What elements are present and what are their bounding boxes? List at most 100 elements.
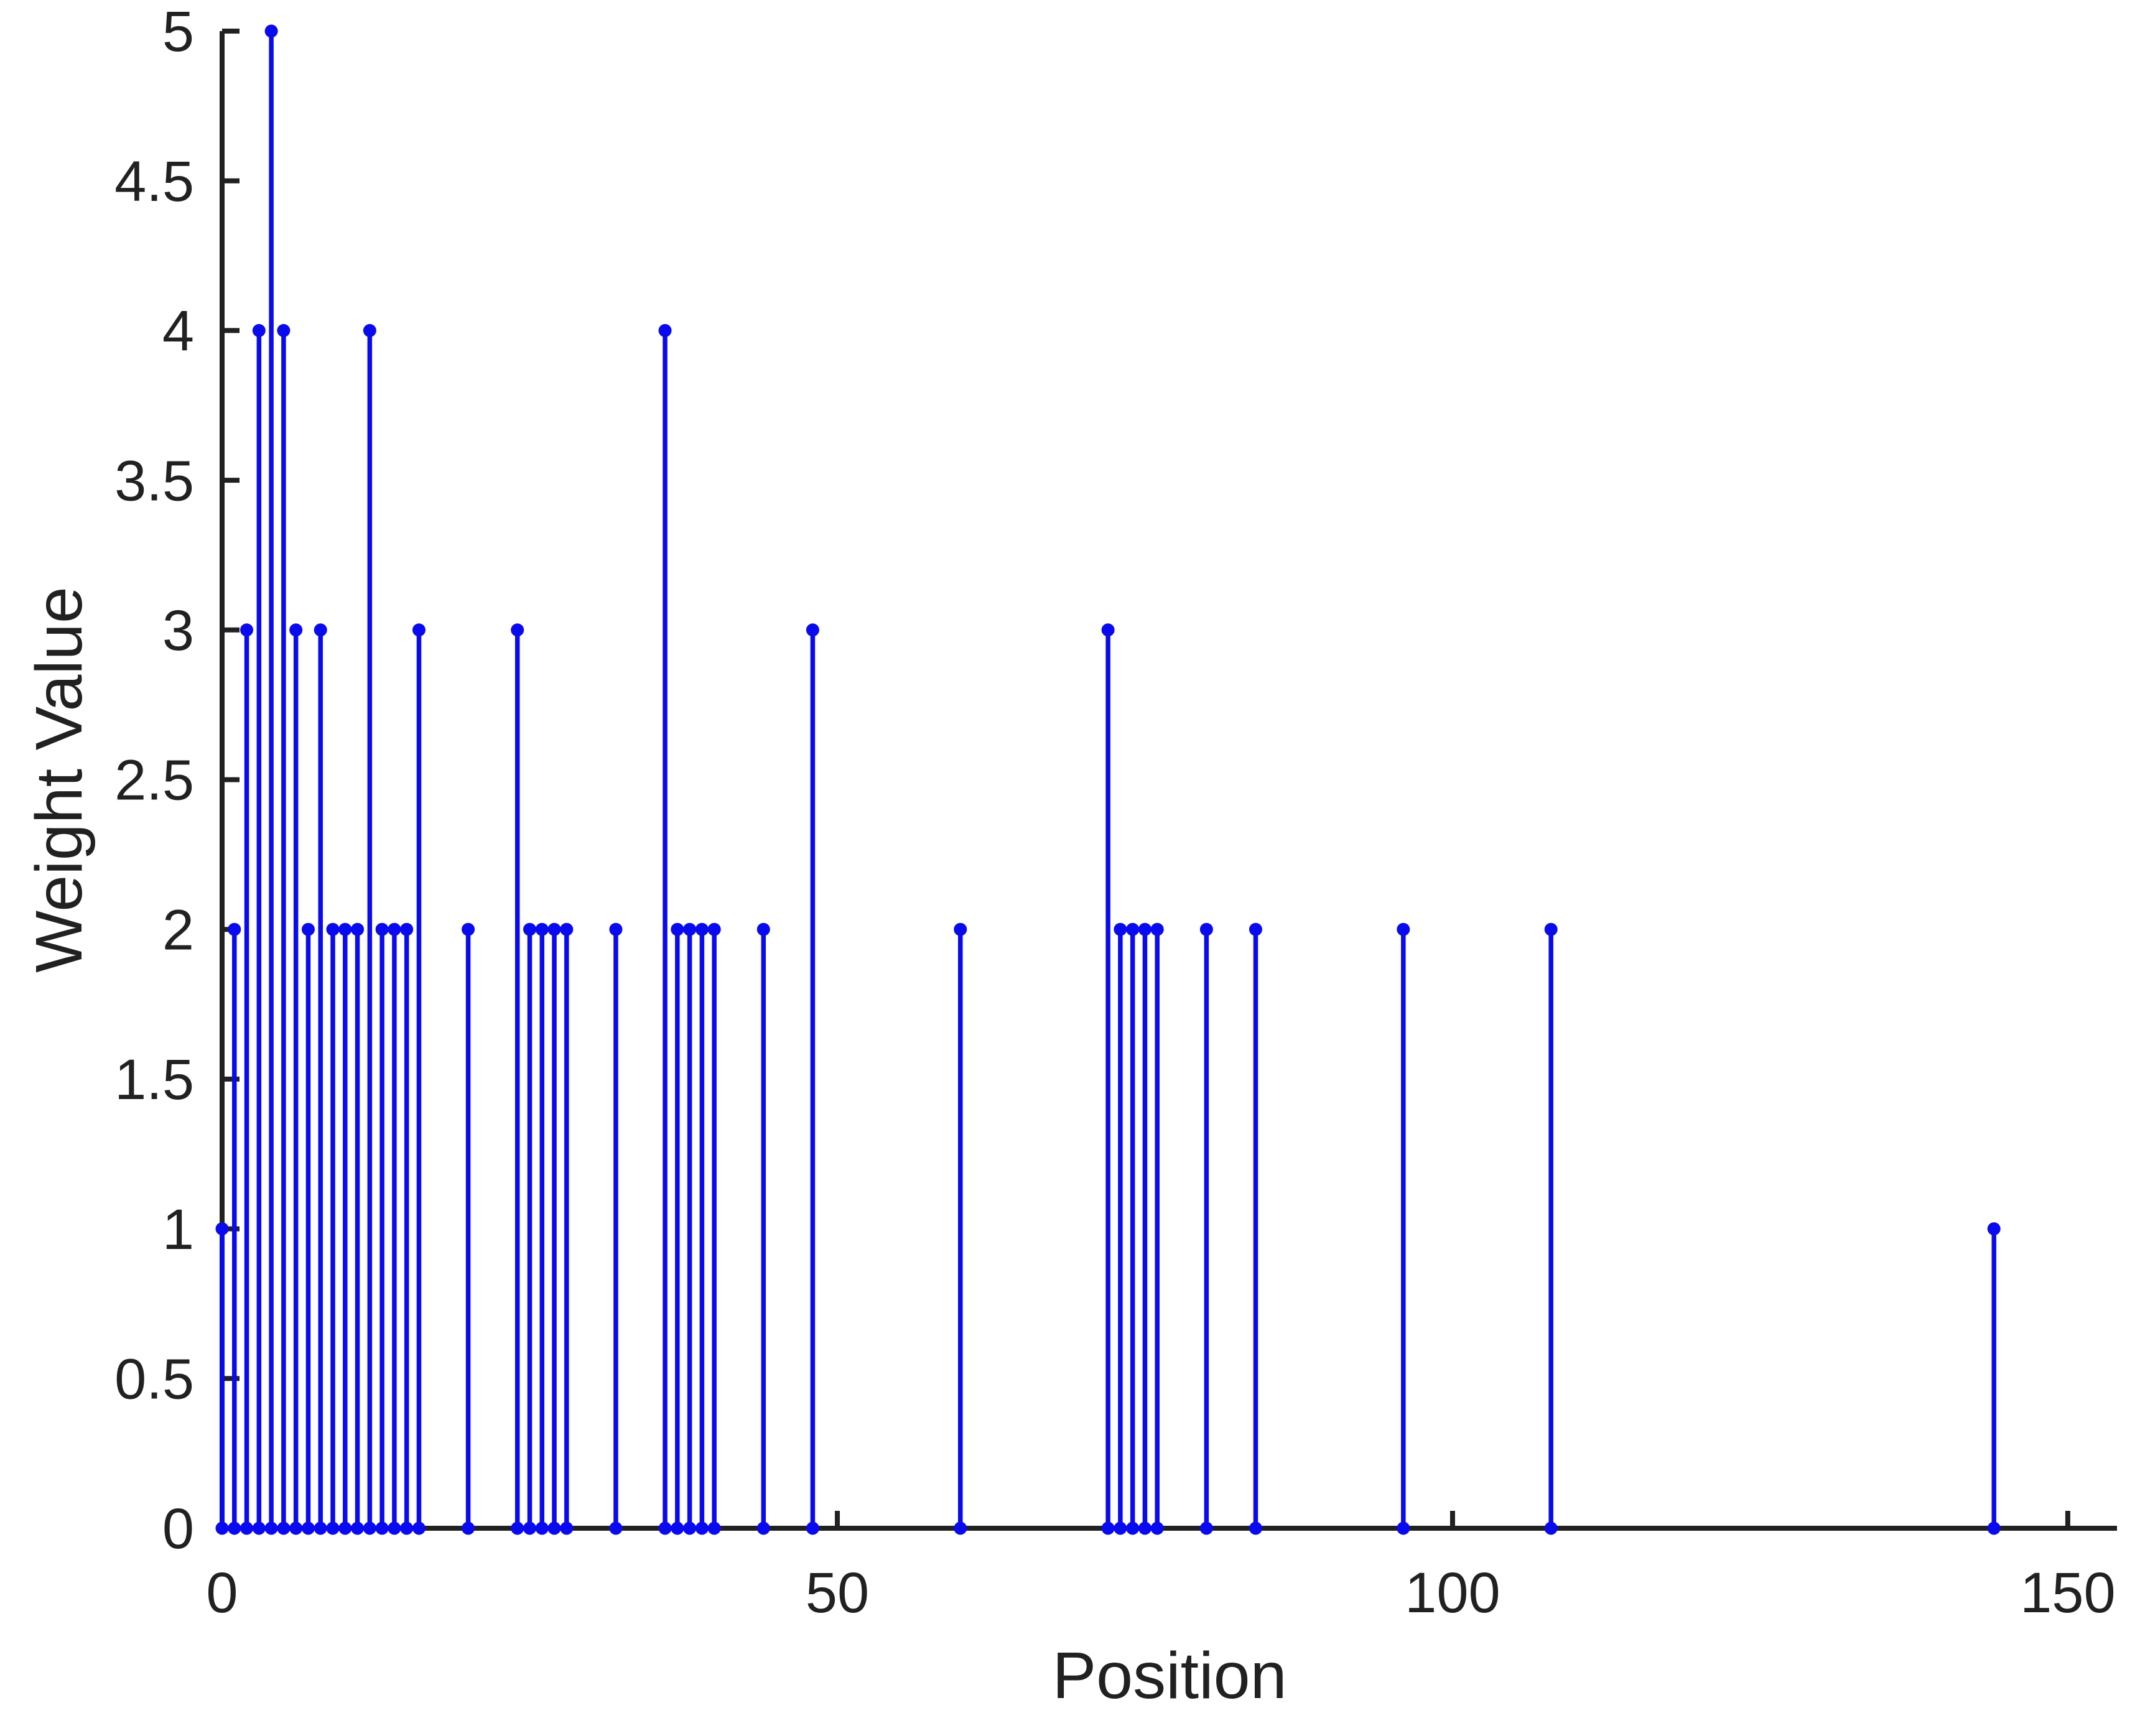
stem	[1397, 922, 1410, 1535]
stem-base-marker	[326, 1521, 340, 1535]
stem	[326, 922, 340, 1535]
stem-marker	[511, 623, 524, 637]
stem-marker	[609, 922, 623, 936]
stem-base-marker	[954, 1521, 967, 1535]
stem-marker	[375, 922, 389, 936]
stem-base-marker	[412, 1521, 426, 1535]
stem-marker	[658, 323, 672, 337]
stem-marker	[756, 922, 770, 936]
stem	[228, 922, 241, 1535]
stem-marker	[1114, 922, 1127, 936]
stem-marker	[1101, 623, 1115, 637]
stem-base-marker	[756, 1521, 770, 1535]
stem-marker	[326, 922, 340, 936]
stem-base-marker	[1126, 1521, 1140, 1535]
stem-base-marker	[523, 1521, 536, 1535]
stem-base-marker	[314, 1521, 327, 1535]
stem-marker	[1138, 922, 1152, 936]
stem	[1138, 922, 1152, 1535]
stem-marker	[1397, 922, 1410, 936]
stem	[511, 623, 524, 1535]
stem-marker	[412, 623, 426, 637]
stem-marker	[1199, 922, 1213, 936]
stem-marker	[707, 922, 721, 936]
stem-base-marker	[695, 1521, 709, 1535]
stem-marker	[252, 323, 266, 337]
stem	[683, 922, 697, 1535]
stem	[609, 922, 623, 1535]
stem	[695, 922, 709, 1535]
stem	[1249, 922, 1262, 1535]
stem-base-marker	[1199, 1521, 1213, 1535]
stem-base-marker	[215, 1521, 229, 1535]
stem-base-marker	[351, 1521, 365, 1535]
stem-marker	[301, 922, 315, 936]
stem	[375, 922, 389, 1535]
stem	[301, 922, 315, 1535]
stem-base-marker	[560, 1521, 574, 1535]
stem-base-marker	[375, 1521, 389, 1535]
stem-base-marker	[388, 1521, 401, 1535]
stem	[707, 922, 721, 1535]
y-tick-label: 1.5	[114, 1048, 194, 1112]
stem-base-marker	[363, 1521, 376, 1535]
stem	[756, 922, 770, 1535]
x-tick-label: 0	[206, 1561, 238, 1625]
stem-marker	[264, 24, 278, 38]
axes-layer	[220, 29, 2117, 1531]
stem-marker	[1150, 922, 1164, 936]
stem-base-marker	[277, 1521, 291, 1535]
stem	[363, 323, 376, 1535]
stem-base-marker	[535, 1521, 549, 1535]
stem	[252, 323, 266, 1535]
stem	[400, 922, 414, 1535]
stem-base-marker	[301, 1521, 315, 1535]
stem-base-marker	[338, 1521, 352, 1535]
stem	[806, 623, 819, 1535]
stem	[264, 24, 278, 1535]
stems-layer	[215, 24, 2001, 1535]
stem-base-marker	[289, 1521, 303, 1535]
stem-marker	[289, 623, 303, 637]
y-tick-label: 0.5	[114, 1348, 194, 1411]
x-tick-label: 50	[806, 1561, 869, 1625]
axis-lines	[220, 31, 2117, 1531]
stem	[240, 623, 254, 1535]
stem-marker	[228, 922, 241, 936]
stem-marker	[462, 922, 475, 936]
stem-base-marker	[511, 1521, 524, 1535]
labels-layer: 00.511.522.533.544.550 50 100 150PositionWe…	[22, 0, 2116, 1712]
stem-marker	[523, 922, 536, 936]
stem-base-marker	[1101, 1521, 1115, 1535]
stem	[1987, 1222, 2001, 1535]
stem-base-marker	[400, 1521, 414, 1535]
y-tick-label: 4	[162, 300, 194, 363]
stem-marker	[1544, 922, 1558, 936]
stem	[523, 922, 536, 1535]
stem-base-marker	[658, 1521, 672, 1535]
stem-marker	[314, 623, 327, 637]
stem-marker	[363, 323, 376, 337]
stem	[547, 922, 561, 1535]
stem-base-marker	[462, 1521, 475, 1535]
stem-marker	[954, 922, 967, 936]
stem-base-marker	[1138, 1521, 1152, 1535]
x-tick-label: 100	[1405, 1561, 1501, 1625]
y-tick-label: 2.5	[114, 749, 194, 812]
stem-base-marker	[671, 1521, 684, 1535]
x-axis-label: Position	[1052, 1639, 1287, 1712]
stem-marker	[215, 1222, 229, 1236]
stem-marker	[683, 922, 697, 936]
stem-base-marker	[707, 1521, 721, 1535]
y-tick-label: 2	[162, 898, 194, 962]
stem-base-marker	[228, 1521, 241, 1535]
stem	[954, 922, 967, 1535]
stem-marker	[671, 922, 684, 936]
stem-marker	[277, 323, 291, 337]
stem	[277, 323, 291, 1535]
stem-base-marker	[1544, 1521, 1558, 1535]
stem-base-marker	[1397, 1521, 1410, 1535]
stem	[658, 323, 672, 1535]
stem-marker	[388, 922, 401, 936]
stem-marker	[338, 922, 352, 936]
